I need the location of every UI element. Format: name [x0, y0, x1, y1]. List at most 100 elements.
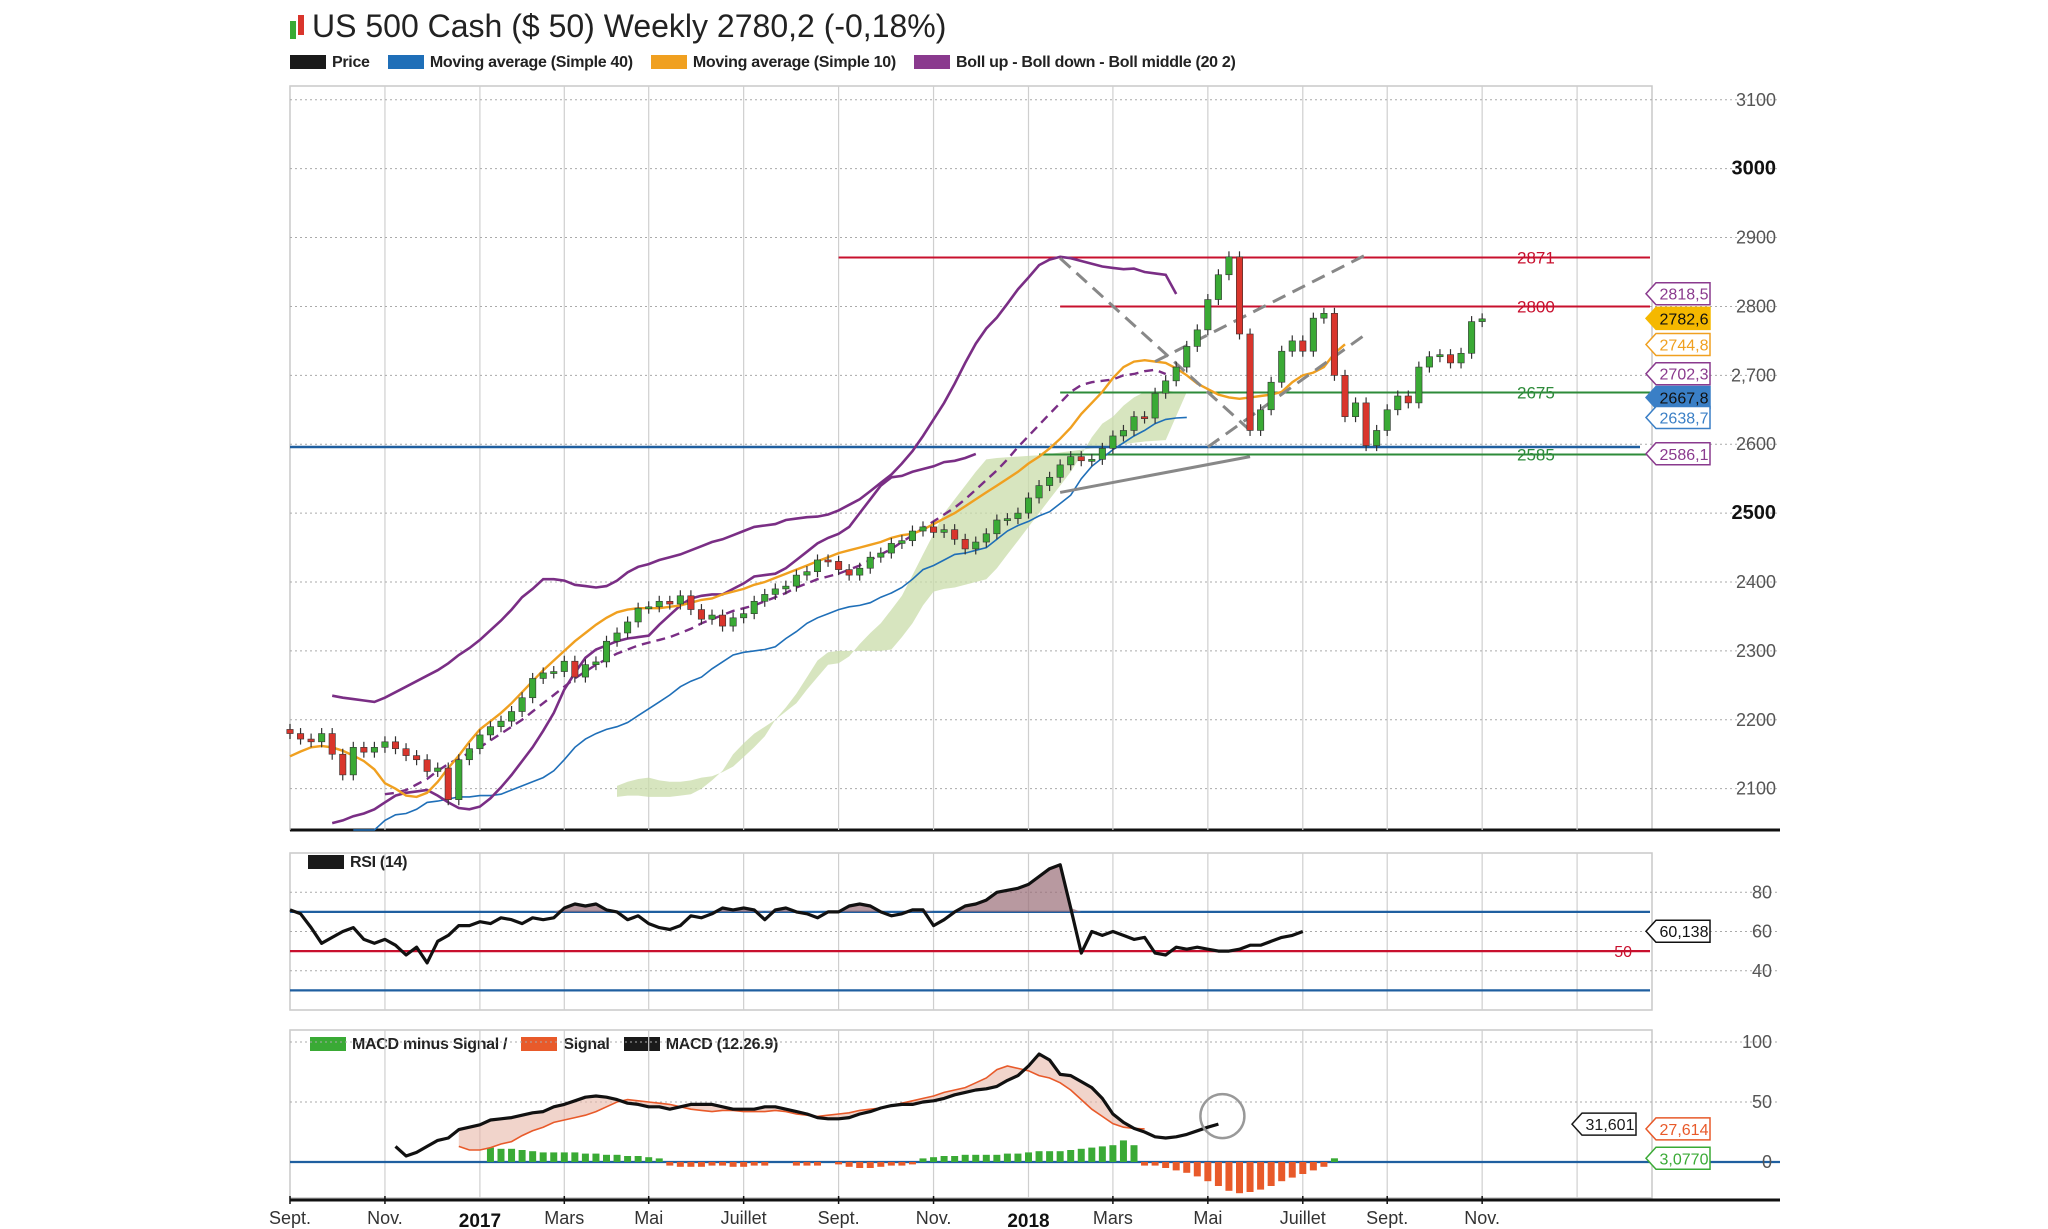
candle-body — [908, 530, 916, 541]
macd-value-tag — [1644, 1146, 1711, 1171]
candle-body — [1394, 395, 1402, 411]
macd-histogram-bar — [634, 1156, 642, 1162]
candle-body — [455, 759, 463, 800]
macd-histogram-bar — [486, 1147, 494, 1162]
candle-body — [602, 640, 610, 663]
y-tick-label: 2500 — [1732, 502, 1777, 524]
macd-histogram-bar — [1109, 1145, 1117, 1162]
candle-body — [413, 755, 421, 761]
chart-title-block: US 500 Cash ($ 50) Weekly 2780,2 (-0,18%… — [290, 8, 946, 45]
legend-item-macd: MACD (12.26.9) — [623, 1036, 778, 1053]
candle-body — [740, 613, 748, 619]
candle-body — [687, 595, 695, 610]
x-month-label: Mars — [1093, 1208, 1133, 1228]
candle-body — [676, 595, 684, 605]
macd-y-tick-label: 100 — [1742, 1032, 1772, 1052]
candle-body — [497, 720, 505, 727]
candle-body — [518, 697, 526, 712]
macd-histogram-bar — [624, 1156, 632, 1162]
macd-histogram-bar — [972, 1154, 980, 1162]
macd-histogram-bar — [1257, 1162, 1265, 1190]
x-month-label: Sept. — [1366, 1208, 1408, 1228]
macd-histogram-bar — [719, 1162, 727, 1166]
candle-body — [782, 585, 790, 590]
macd-histogram-bar — [1162, 1162, 1170, 1168]
macd-histogram-bar — [993, 1154, 1001, 1162]
macd-histogram-bar — [687, 1162, 695, 1167]
macd-histogram-bar — [645, 1157, 653, 1162]
level-label: 2675 — [1517, 384, 1555, 403]
macd-histogram-bar — [508, 1148, 516, 1162]
macd-histogram-bar — [1003, 1153, 1011, 1162]
macd-histogram-bar — [1288, 1162, 1296, 1178]
candle-body — [1193, 329, 1201, 347]
boll-upper-line — [331, 255, 1178, 704]
macd-histogram-bar — [1046, 1151, 1054, 1162]
candle-body — [1478, 318, 1486, 322]
macd-histogram-bar — [940, 1156, 948, 1162]
candle-body — [634, 607, 642, 623]
candle-body — [697, 609, 705, 620]
legend-label-sma40: Moving average (Simple 40) — [429, 54, 633, 71]
candle-body — [1183, 346, 1191, 368]
candle-body — [1383, 409, 1391, 431]
macd-histogram-bar — [1067, 1150, 1075, 1162]
macd-histogram-bar — [898, 1162, 906, 1166]
macd-histogram-bar — [592, 1153, 600, 1162]
price-value-tag-label: 2782,6 — [1660, 311, 1709, 328]
legend-swatch-price — [290, 55, 326, 69]
candle-body — [318, 733, 326, 743]
macd-histogram-bar — [560, 1152, 568, 1162]
candle-body — [1404, 395, 1412, 404]
y-tick-label: 3100 — [1736, 90, 1776, 110]
x-month-label: Sept. — [269, 1208, 311, 1228]
macd-panel-frame — [289, 1029, 1653, 1199]
rsi-y-tick-label: 60 — [1752, 922, 1772, 942]
candle-body — [539, 672, 547, 679]
candle-body — [845, 569, 853, 576]
macd-histogram-bar — [877, 1162, 885, 1167]
candle-body — [1236, 256, 1244, 335]
macd-histogram-bar — [835, 1162, 843, 1165]
x-month-label: Juillet — [721, 1208, 767, 1228]
candle-body — [370, 747, 378, 753]
y-tick-label: 2900 — [1736, 228, 1776, 248]
legend-label-sma10: Moving average (Simple 10) — [692, 54, 896, 71]
macd-histogram-bar — [666, 1162, 674, 1166]
x-year-label: 2018 — [1007, 1211, 1049, 1229]
level-label: 2871 — [1517, 249, 1555, 268]
macd-histogram-bar — [961, 1154, 969, 1162]
legend-label-bollinger: Boll up - Boll down - Boll middle (20 2) — [956, 54, 1236, 71]
candle-body — [835, 561, 843, 570]
candle-body — [898, 540, 906, 544]
candle-body — [940, 529, 948, 533]
level-label: 2585 — [1517, 446, 1555, 465]
candle-body — [1246, 333, 1254, 431]
candle-body — [1204, 299, 1212, 331]
x-month-label: Mai — [634, 1208, 663, 1228]
candle-body — [1288, 340, 1296, 352]
macd-histogram-bar — [1278, 1162, 1286, 1182]
y-tick-label: 2200 — [1736, 710, 1776, 730]
candle-body — [423, 759, 431, 772]
macd-histogram-bar — [550, 1152, 558, 1162]
macd-histogram-bar — [1130, 1145, 1138, 1162]
macd-histogram-bar — [529, 1151, 537, 1162]
macd-histogram-bar — [729, 1162, 737, 1167]
candle-body — [951, 529, 959, 540]
candle-body — [1415, 366, 1423, 404]
candle-body — [1309, 317, 1317, 352]
candle-body — [877, 552, 885, 558]
chart-legend: Price Moving average (Simple 40) Moving … — [290, 54, 1250, 72]
macd-value-tag-label: 3,0770 — [1660, 1151, 1709, 1168]
legend-item-macd-hist: MACD minus Signal / — [310, 1036, 508, 1053]
rsi-y-tick-label: 80 — [1752, 882, 1772, 902]
x-month-label: Nov. — [367, 1208, 403, 1228]
candle-body — [1447, 354, 1455, 364]
macd-histogram-bar — [750, 1162, 758, 1166]
candle-body — [761, 594, 769, 602]
candle-body — [856, 567, 864, 576]
macd-histogram-bar — [930, 1157, 938, 1162]
x-month-label: Sept. — [818, 1208, 860, 1228]
